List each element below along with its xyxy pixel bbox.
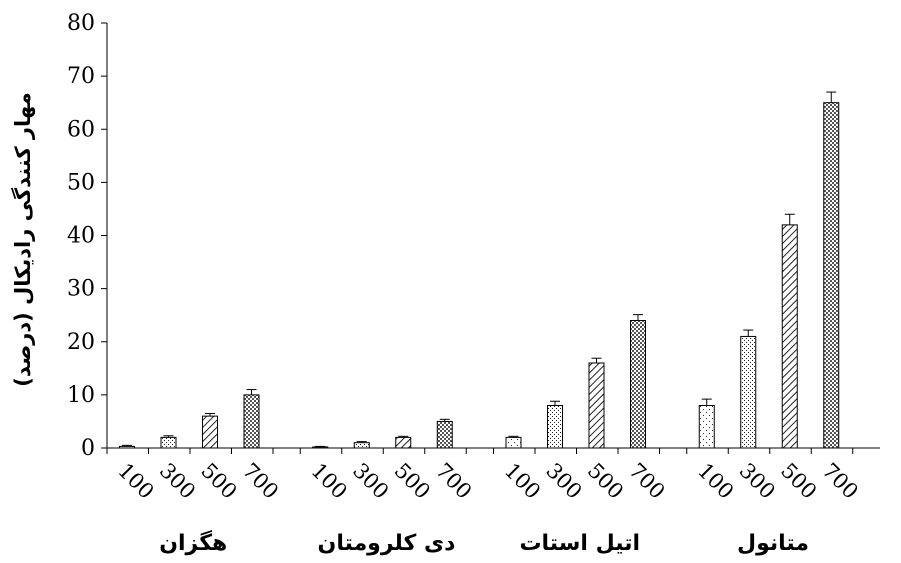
bar [436,420,453,449]
bar [698,405,715,449]
bar [547,405,563,449]
bar [353,442,370,449]
x-tick-label: 100 [693,458,738,503]
x-tick-label: 100 [307,458,352,503]
x-tick-label: 500 [196,458,241,503]
x-tick-label: 500 [583,458,628,503]
x-tick-label: 100 [113,458,158,503]
y-tick-label: 50 [67,170,95,195]
group-label: هگزان [159,529,227,556]
x-tick-label: 100 [500,458,545,503]
bar [740,335,757,449]
group-label: اتیل استات [519,531,640,556]
bar [588,362,605,449]
x-tick-label: 300 [348,458,393,503]
x-tick-label: 300 [735,458,780,503]
bar [630,320,646,449]
x-tick-label: 500 [776,458,821,503]
group-label: متانول [737,531,809,556]
y-tick-label: 80 [67,11,95,36]
x-tick-label: 500 [390,458,435,503]
bar [119,445,135,449]
y-tick-label: 10 [67,383,95,408]
group-label: دی کلرومتان [318,531,456,556]
bar [505,436,522,449]
x-tick-label: 300 [541,458,586,503]
bar [243,394,260,449]
y-tick-label: 20 [67,330,95,355]
x-tick-label: 700 [238,458,283,503]
y-tick-label: 0 [81,436,95,461]
x-tick-label: 700 [818,458,863,503]
x-tick-label: 700 [431,458,476,503]
y-axis-title: مهار کنندگی رادیکال (درصد) [10,92,35,386]
bar [312,446,329,449]
x-tick-label: 300 [155,458,200,503]
bar [781,224,798,449]
y-tick-label: 40 [67,224,95,249]
bar [160,436,177,449]
y-tick-label: 70 [67,64,95,89]
y-tick-label: 60 [67,117,95,142]
bar [823,102,840,449]
bar [202,415,218,449]
x-tick-label: 700 [624,458,669,503]
bar [395,436,412,449]
y-tick-label: 30 [67,277,95,302]
